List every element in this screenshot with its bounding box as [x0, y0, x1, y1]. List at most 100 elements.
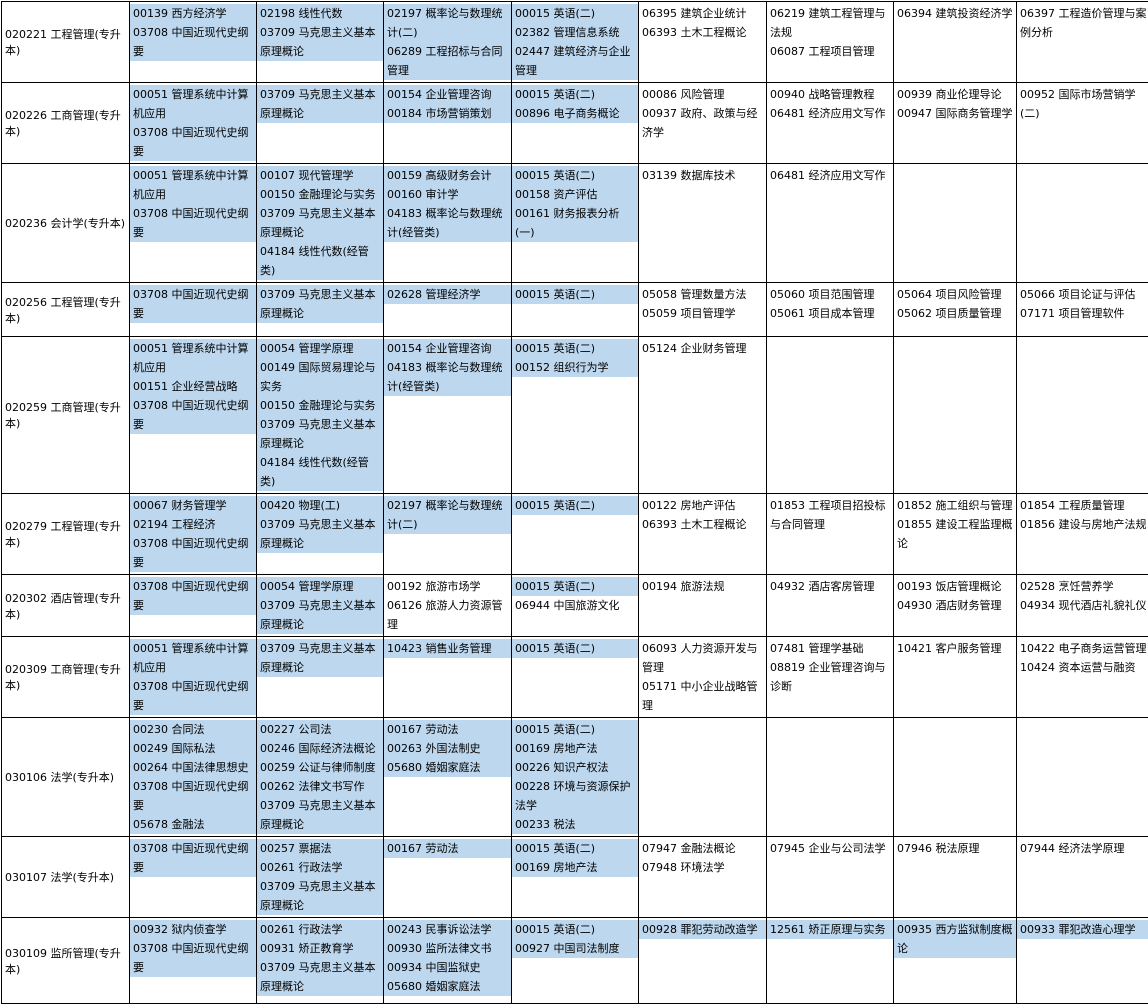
course-item: 04183 概率论与数理统计(经管类) [384, 358, 511, 396]
course-item: 00154 企业管理咨询 [384, 339, 511, 358]
course-item: 00160 审计学 [384, 185, 511, 204]
course-item: 00193 饭店管理概论 [894, 577, 1016, 596]
course-item: 00067 财务管理学 [130, 496, 256, 515]
course-item: 00015 英语(二) [512, 720, 638, 739]
course-item: 03708 中国近现代史纲要 [130, 577, 256, 615]
course-item: 06944 中国旅游文化 [512, 596, 638, 615]
course-cell: 10423 销售业务管理 [384, 637, 512, 718]
course-item: 03709 马克思主义基本原理概论 [257, 85, 383, 123]
course-cell: 00194 旅游法规 [639, 575, 767, 637]
course-item: 00952 国际市场营销学(二) [1017, 85, 1148, 123]
course-cell: 00015 英语(二) [512, 283, 639, 337]
course-item: 02197 概率论与数理统计(二) [384, 496, 511, 534]
course-item: 10421 客户服务管理 [894, 639, 1016, 658]
course-item: 00261 行政法学 [257, 920, 383, 939]
course-cell: 06397 工程造价管理与案例分析 [1017, 2, 1148, 83]
course-item: 02198 线性代数 [257, 4, 383, 23]
course-item: 07171 项目管理软件 [1017, 304, 1148, 323]
course-item: 00015 英语(二) [512, 920, 638, 939]
course-item: 00947 国际商务管理学 [894, 104, 1016, 123]
course-item: 00015 英语(二) [512, 285, 638, 304]
course-item: 00261 行政法学 [257, 858, 383, 877]
course-item: 00154 企业管理咨询 [384, 85, 511, 104]
course-item: 00934 中国监狱史 [384, 958, 511, 977]
course-cell: 03709 马克思主义基本原理概论 [257, 83, 384, 164]
course-item: 02382 管理信息系统 [512, 23, 638, 42]
course-item: 00928 罪犯劳动改造学 [639, 920, 766, 939]
course-item: 00167 劳动法 [384, 720, 511, 739]
course-item: 00927 中国司法制度 [512, 939, 638, 958]
course-cell: 04932 酒店客房管理 [767, 575, 894, 637]
course-cell: 02197 概率论与数理统计(二)06289 工程招标与合同管理 [384, 2, 512, 83]
course-cell: 07945 企业与公司法学 [767, 837, 894, 918]
course-item: 01852 施工组织与管理 [894, 496, 1016, 515]
major-cell: 020302 酒店管理(专升本) [2, 575, 130, 637]
course-cell: 03708 中国近现代史纲要 [130, 283, 257, 337]
course-item: 00228 环境与资源保护法学 [512, 777, 638, 815]
course-item: 02197 概率论与数理统计(二) [384, 4, 511, 42]
course-cell: 12561 矫正原理与实务 [767, 918, 894, 1004]
course-item: 08819 企业管理咨询与诊断 [767, 658, 893, 696]
course-item: 03708 中国近现代史纲要 [130, 285, 256, 323]
course-cell: 02197 概率论与数理统计(二) [384, 494, 512, 575]
course-item: 04932 酒店客房管理 [767, 577, 893, 596]
course-item: 10423 销售业务管理 [384, 639, 511, 658]
course-item: 03708 中国近现代史纲要 [130, 123, 256, 161]
course-item: 06087 工程项目管理 [767, 42, 893, 61]
course-item: 04184 线性代数(经管类) [257, 453, 383, 491]
course-item: 00051 管理系统中计算机应用 [130, 85, 256, 123]
course-item: 05062 项目质量管理 [894, 304, 1016, 323]
course-item: 00149 国际贸易理论与实务 [257, 358, 383, 396]
course-cell: 03709 马克思主义基本原理概论 [257, 637, 384, 718]
course-cell: 00928 罪犯劳动改造学 [639, 918, 767, 1004]
course-item: 00259 公证与律师制度 [257, 758, 383, 777]
major-cell: 020236 会计学(专升本) [2, 164, 130, 283]
course-item: 02628 管理经济学 [384, 285, 511, 304]
course-item: 01853 工程项目招投标与合同管理 [767, 496, 893, 534]
course-item: 00167 劳动法 [384, 839, 511, 858]
course-item: 06393 土木工程概论 [639, 515, 766, 534]
course-item: 03708 中国近现代史纲要 [130, 839, 256, 877]
course-item: 03708 中国近现代史纲要 [130, 939, 256, 977]
course-item: 00015 英语(二) [512, 166, 638, 185]
course-item: 03709 马克思主义基本原理概论 [257, 596, 383, 634]
course-item: 00054 管理学原理 [257, 577, 383, 596]
major-cell: 020256 工程管理(专升本) [2, 283, 130, 337]
course-item: 00054 管理学原理 [257, 339, 383, 358]
course-cell [894, 718, 1017, 837]
course-cell: 00952 国际市场营销学(二) [1017, 83, 1148, 164]
course-item: 03709 马克思主义基本原理概论 [257, 204, 383, 242]
course-item: 03709 马克思主义基本原理概论 [257, 639, 383, 677]
course-cell: 00420 物理(工)03709 马克思主义基本原理概论 [257, 494, 384, 575]
course-item: 00262 法律文书写作 [257, 777, 383, 796]
